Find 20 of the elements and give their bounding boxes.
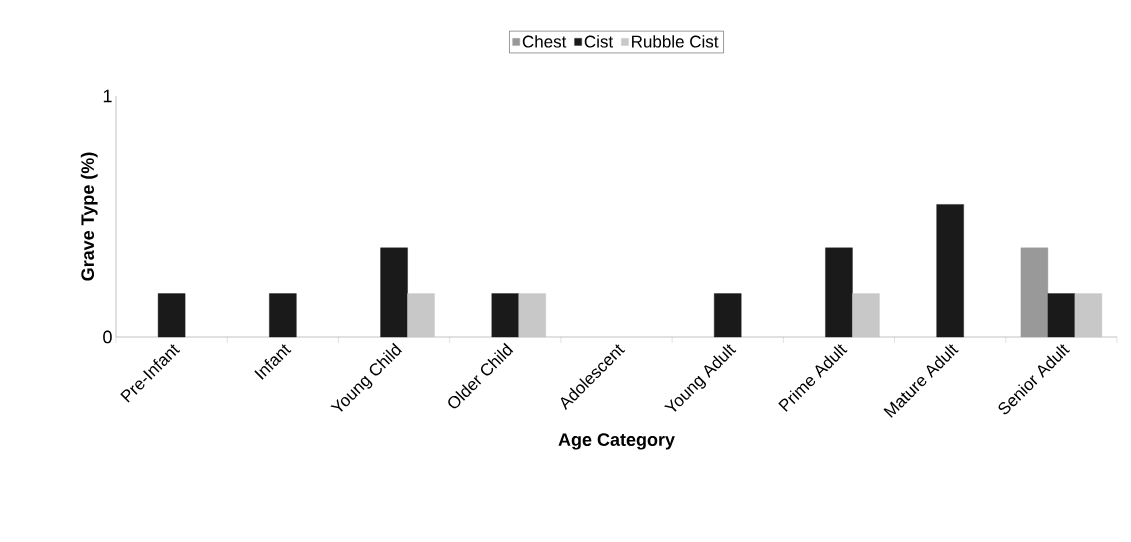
- bar: [157, 293, 186, 338]
- y-axis-title: Grave Type (%): [80, 152, 98, 281]
- bar: [1020, 247, 1049, 338]
- bar: [269, 293, 297, 338]
- bar: [1074, 293, 1103, 338]
- legend-label: Rubble Cist: [632, 35, 719, 48]
- y-tick-label: 0: [103, 330, 112, 344]
- bar: [936, 204, 964, 338]
- bar: [1047, 293, 1076, 338]
- legend-label: Chest: [522, 35, 567, 48]
- bar: [714, 293, 742, 338]
- y-tick-label: 1: [103, 89, 112, 103]
- bar: [491, 293, 519, 338]
- bar: [825, 247, 853, 338]
- legend-label: Cist: [584, 35, 614, 48]
- bar: [380, 247, 408, 338]
- x-axis-title: Age Category: [558, 433, 675, 450]
- bar: [407, 293, 435, 338]
- bar: [518, 293, 546, 338]
- bar: [852, 293, 880, 338]
